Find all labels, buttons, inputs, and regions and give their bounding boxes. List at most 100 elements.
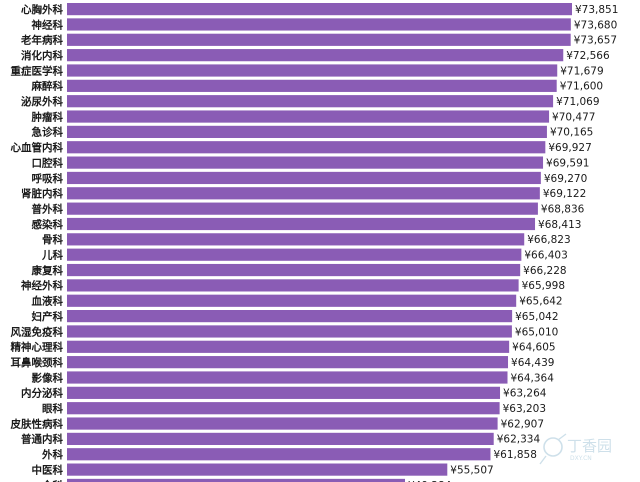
bar — [67, 448, 491, 461]
bar — [67, 386, 501, 399]
category-label: 儿科 — [41, 249, 63, 262]
bar — [67, 263, 521, 277]
bar — [67, 371, 508, 384]
value-label: ¥64,605 — [512, 342, 555, 354]
value-label: ¥65,998 — [522, 280, 565, 292]
value-label: ¥63,264 — [503, 388, 547, 400]
value-label: ¥64,364 — [511, 372, 555, 384]
bar — [67, 279, 519, 292]
category-label: 眼科 — [42, 402, 63, 415]
value-label: ¥71,679 — [560, 65, 603, 77]
bar — [67, 187, 540, 200]
bar — [67, 171, 541, 185]
bar — [67, 156, 544, 169]
bar — [67, 402, 500, 415]
bar — [67, 64, 558, 77]
value-label: ¥70,477 — [552, 111, 595, 123]
bar — [67, 432, 494, 445]
value-label: ¥68,413 — [538, 219, 581, 231]
category-label: 风湿免疫科 — [11, 325, 64, 338]
value-label: ¥62,907 — [501, 418, 544, 430]
value-label: ¥68,836 — [541, 203, 585, 215]
value-label: ¥73,680 — [574, 19, 617, 31]
bar — [67, 79, 557, 92]
watermark-text: 丁香园 — [567, 437, 612, 455]
category-label: 影像科 — [32, 371, 64, 384]
category-label: 心血管内科 — [11, 141, 64, 154]
value-label: ¥66,823 — [527, 234, 570, 246]
bars — [67, 3, 572, 482]
category-label: 骨科 — [42, 233, 63, 246]
watermark-sub-text: DXY.CN — [570, 455, 592, 462]
category-label: 肾脏内科 — [21, 187, 63, 200]
category-label: 普外科 — [32, 202, 64, 215]
category-label: 精神心理科 — [11, 341, 64, 354]
value-label: ¥66,228 — [523, 265, 566, 277]
category-label: 中医科 — [32, 463, 64, 476]
value-label: ¥73,851 — [575, 4, 618, 16]
bar — [67, 310, 513, 323]
value-label: ¥49,284 — [408, 480, 452, 482]
bar — [67, 141, 546, 154]
watermark-logo-stroke — [539, 433, 567, 465]
category-label: 肿瘤科 — [32, 110, 64, 123]
category-label: 泌尿外科 — [21, 95, 63, 108]
value-label: ¥73,657 — [574, 35, 617, 47]
bar — [67, 3, 572, 16]
category-label: 消化内科 — [21, 49, 63, 62]
value-label: ¥72,566 — [566, 50, 610, 62]
value-label: ¥63,203 — [503, 403, 546, 415]
bar — [67, 95, 554, 108]
value-label: ¥55,507 — [450, 464, 493, 476]
value-label: ¥70,165 — [550, 127, 593, 139]
bar — [67, 217, 536, 231]
bar — [67, 202, 538, 215]
watermark-logo-icon — [543, 437, 563, 457]
category-label: 重症医学科 — [11, 64, 64, 77]
bar — [67, 110, 550, 123]
category-label: 康复科 — [32, 264, 64, 277]
value-label: ¥69,122 — [543, 188, 586, 200]
value-label: ¥61,858 — [493, 449, 536, 461]
bar — [67, 356, 509, 369]
bar — [67, 233, 525, 246]
category-label: 感染科 — [32, 218, 64, 231]
value-label: ¥69,591 — [546, 157, 589, 169]
bar — [67, 18, 571, 31]
bar — [67, 478, 405, 482]
category-label: 血液科 — [32, 295, 64, 308]
category-label: 心胸外科 — [21, 3, 63, 16]
category-label: 麻醉科 — [31, 80, 64, 93]
category-label: 皮肤性病科 — [10, 417, 64, 430]
category-label: 耳鼻喉颈科 — [11, 356, 64, 369]
bar — [67, 340, 510, 353]
bar — [67, 49, 564, 62]
value-label: ¥65,642 — [519, 296, 562, 308]
category-label: 妇产科 — [31, 310, 64, 323]
category-label: 口腔科 — [32, 156, 64, 169]
value-label: ¥65,010 — [515, 326, 558, 338]
category-label: 急诊科 — [32, 126, 64, 139]
value-label: ¥71,600 — [560, 81, 603, 93]
value-label: ¥62,334 — [497, 434, 541, 446]
value-label: ¥64,439 — [511, 357, 554, 369]
category-label: 老年病科 — [20, 34, 63, 47]
bar — [67, 33, 571, 46]
category-label: 内分泌科 — [21, 387, 63, 400]
bar — [67, 417, 498, 430]
category-label: 普通内科 — [21, 433, 63, 446]
bar — [67, 294, 517, 307]
value-label: ¥69,927 — [548, 142, 591, 154]
bar — [67, 463, 448, 476]
category-label: 呼吸科 — [32, 172, 64, 185]
category-label: 神经外科 — [21, 279, 63, 292]
bar — [67, 325, 512, 338]
value-label: ¥66,403 — [524, 250, 567, 262]
value-label: ¥69,270 — [544, 173, 587, 185]
bar — [67, 248, 522, 261]
bar — [67, 125, 547, 138]
category-label: 全科 — [41, 479, 63, 482]
value-label: ¥71,069 — [556, 96, 599, 108]
